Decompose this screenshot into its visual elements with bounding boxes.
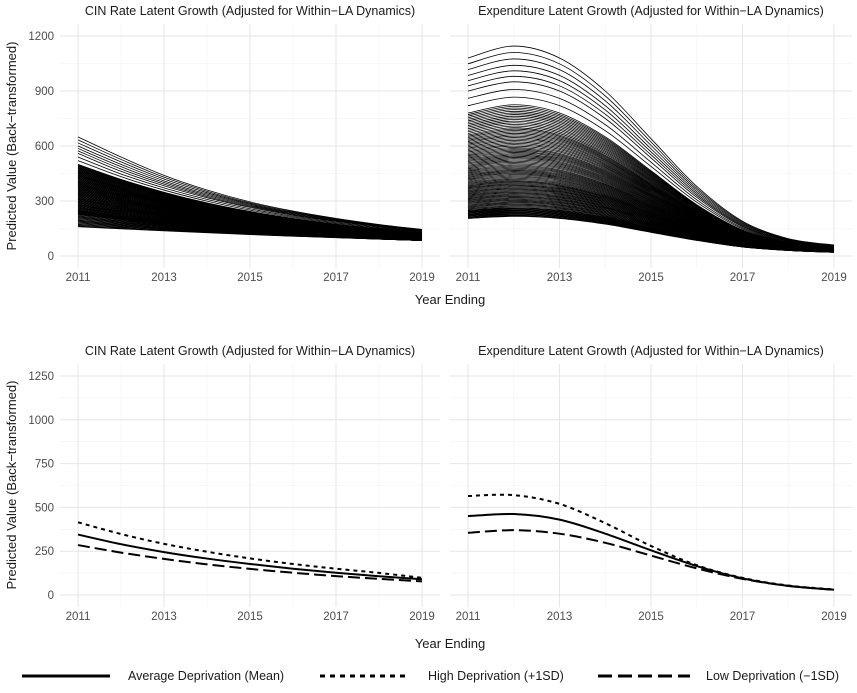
la-trajectory-line <box>77 160 423 233</box>
la-trajectory-line <box>467 215 835 253</box>
x-axis-label-top: Year Ending <box>415 292 485 307</box>
la-trajectory-line <box>467 58 835 247</box>
series-line-dotted <box>77 521 423 579</box>
series-line-solid <box>77 533 423 581</box>
x-tick-label: 2011 <box>456 272 481 284</box>
legend-label-average: Average Deprivation (Mean) <box>128 669 284 683</box>
y-tick-label: 600 <box>35 141 54 153</box>
x-tick-label: 2019 <box>821 611 847 623</box>
y-tick-label: 1250 <box>28 371 54 383</box>
x-tick-label: 2015 <box>237 611 263 623</box>
y-tick-label: 1000 <box>28 415 54 427</box>
x-tick-label: 2017 <box>323 611 349 623</box>
la-trajectory-line <box>467 45 835 246</box>
x-tick-label: 2011 <box>66 611 91 623</box>
y-axis-label-top: Predicted Value (Back−transformed) <box>4 42 19 251</box>
la-trajectory-line <box>77 139 423 231</box>
la-trajectory-line <box>467 96 835 248</box>
series-line-dashed <box>467 529 835 591</box>
x-tick-label: 2019 <box>409 272 435 284</box>
la-trajectory-line <box>467 70 835 247</box>
y-tick-label: 1200 <box>28 31 54 43</box>
x-tick-label: 2017 <box>323 272 349 284</box>
y-tick-label: 500 <box>35 502 54 514</box>
x-tick-label: 2013 <box>151 611 177 623</box>
la-trajectory-line <box>77 152 423 232</box>
y-tick-label: 900 <box>35 86 54 98</box>
panel-cin-rate-all-las: CIN Rate Latent Growth (Adjusted for Wit… <box>28 4 440 284</box>
y-tick-label: 0 <box>48 590 54 602</box>
x-tick-label: 2017 <box>730 272 756 284</box>
legend: Average Deprivation (Mean) High Deprivat… <box>22 669 839 683</box>
y-tick-label: 0 <box>48 251 54 263</box>
la-trajectory-line <box>77 136 423 230</box>
y-tick-label: 300 <box>35 196 54 208</box>
la-trajectory-line <box>77 150 423 232</box>
la-trajectory-line <box>467 64 835 247</box>
x-tick-label: 2013 <box>547 272 573 284</box>
legend-label-high: High Deprivation (+1SD) <box>428 669 564 683</box>
x-axis-label-bottom: Year Ending <box>415 636 485 651</box>
la-trajectory-line <box>77 142 423 231</box>
x-tick-label: 2017 <box>730 611 756 623</box>
la-trajectory-line <box>467 89 835 248</box>
panel-cin-rate-deprivation: CIN Rate Latent Growth (Adjusted for Wit… <box>28 344 440 623</box>
panel-title: Expenditure Latent Growth (Adjusted for … <box>478 344 824 358</box>
panel-expenditure-deprivation: Expenditure Latent Growth (Adjusted for … <box>450 344 852 623</box>
x-tick-label: 2019 <box>409 611 435 623</box>
y-axis-label-bottom: Predicted Value (Back−transformed) <box>4 381 19 590</box>
panel-title: CIN Rate Latent Growth (Adjusted for Wit… <box>85 344 415 358</box>
la-trajectory-line <box>77 148 423 231</box>
la-trajectory-line <box>77 226 423 241</box>
panel-expenditure-all-las: Expenditure Latent Growth (Adjusted for … <box>450 4 852 284</box>
la-trajectory-line <box>467 52 835 246</box>
la-trajectory-line <box>77 156 423 232</box>
la-trajectory-line <box>467 81 835 248</box>
y-tick-label: 250 <box>35 546 54 558</box>
y-tick-label: 750 <box>35 459 54 471</box>
legend-label-low: Low Deprivation (−1SD) <box>706 669 839 683</box>
panel-title: CIN Rate Latent Growth (Adjusted for Wit… <box>85 4 415 18</box>
x-tick-label: 2015 <box>237 272 263 284</box>
x-tick-label: 2013 <box>151 272 177 284</box>
x-tick-label: 2015 <box>638 272 664 284</box>
x-tick-label: 2013 <box>547 611 573 623</box>
panel-title: Expenditure Latent Growth (Adjusted for … <box>478 4 824 18</box>
x-tick-label: 2019 <box>821 272 847 284</box>
series-line-dashed <box>77 544 423 583</box>
x-tick-label: 2011 <box>456 611 481 623</box>
x-tick-label: 2015 <box>638 611 664 623</box>
x-tick-label: 2011 <box>66 272 91 284</box>
